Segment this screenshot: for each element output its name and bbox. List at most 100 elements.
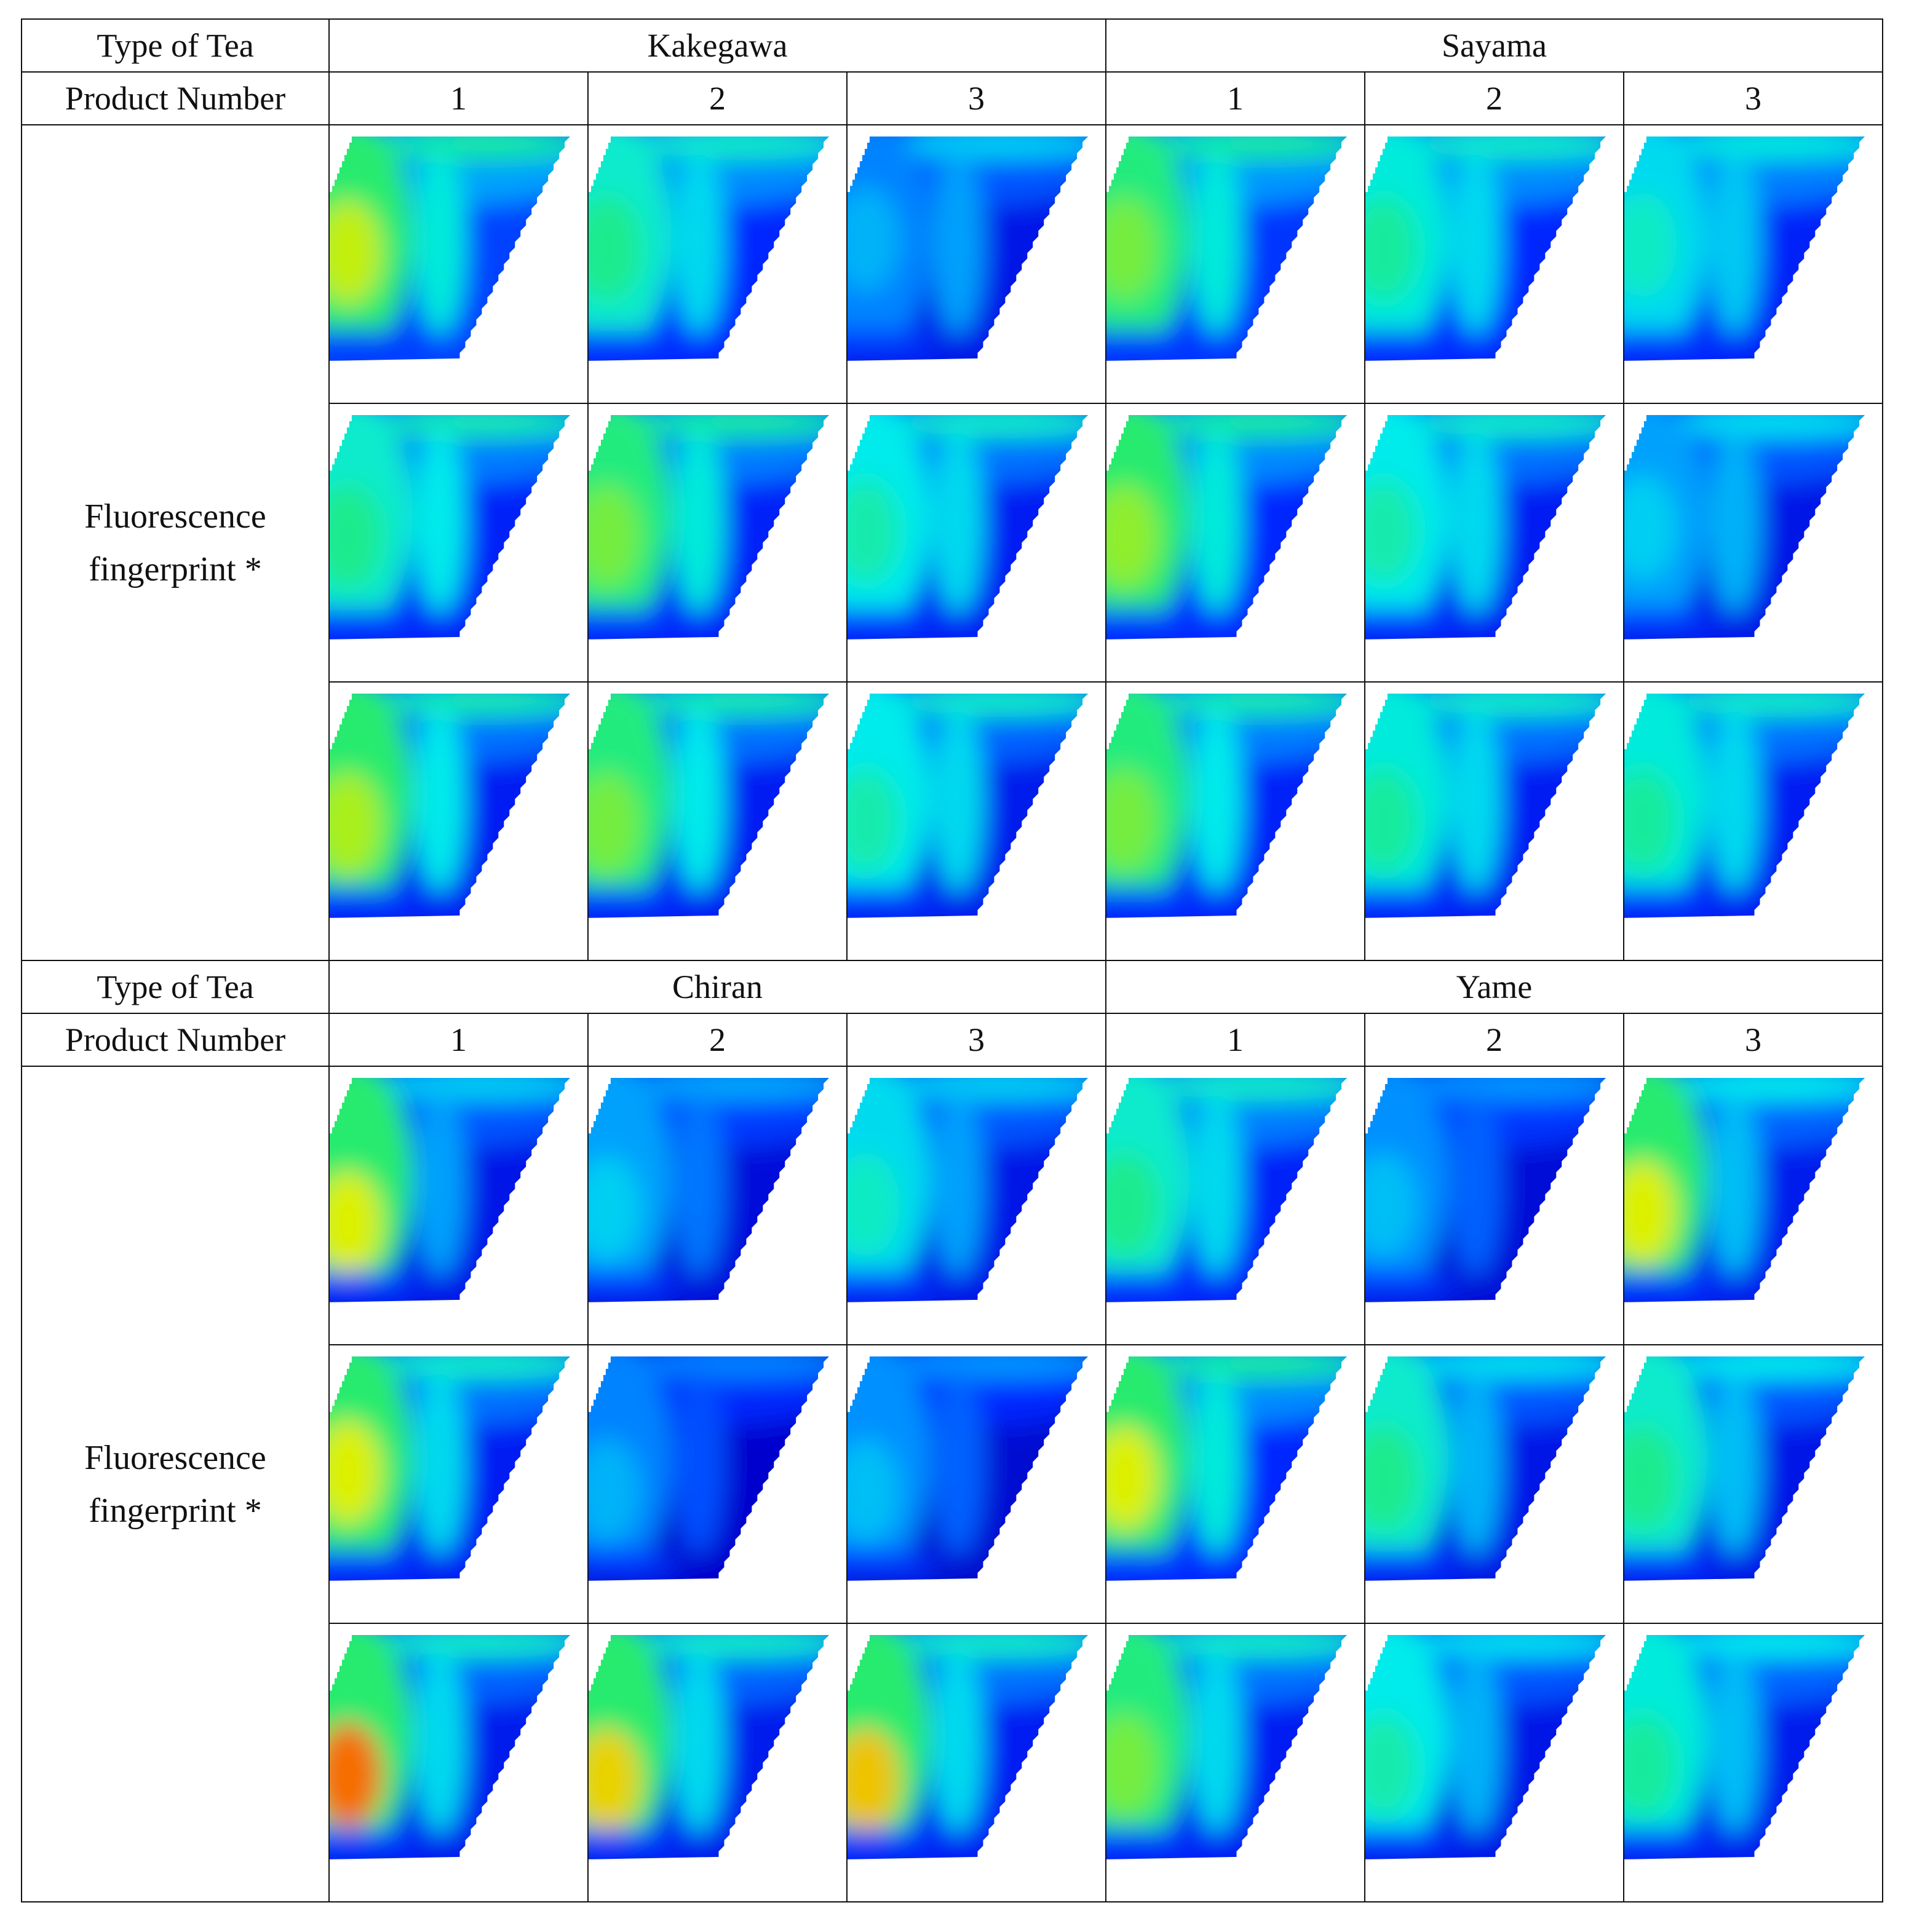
fingerprint-cell (846, 681, 1106, 961)
fingerprint-svg (1624, 694, 1865, 918)
fingerprint-svg (848, 415, 1089, 639)
fingerprint-plot (848, 404, 1105, 681)
fingerprint-heatmap (330, 694, 571, 918)
fingerprint-svg (1624, 137, 1865, 361)
fingerprint-cell (1623, 1344, 1883, 1624)
fingerprint-cell (1105, 1344, 1365, 1624)
fingerprint-cell (846, 1066, 1106, 1345)
fingerprint-heatmap (589, 415, 830, 639)
fingerprint-svg (589, 1356, 830, 1581)
fingerprint-cell (328, 1344, 589, 1624)
fingerprint-svg (589, 137, 830, 361)
fingerprint-cell (1364, 1066, 1624, 1345)
fingerprint-heatmap (848, 694, 1089, 918)
fingerprint-heatmap (1624, 1078, 1865, 1302)
fingerprint-plot (1624, 125, 1882, 403)
fingerprint-cell (587, 124, 848, 404)
fingerprint-plot (1624, 1067, 1882, 1344)
fingerprint-heatmap (848, 415, 1089, 639)
fingerprint-plot (1106, 1624, 1364, 1901)
fingerprint-plot (1106, 125, 1364, 403)
fingerprint-cell (328, 1623, 589, 1902)
fingerprint-heatmap (848, 1635, 1089, 1859)
fingerprint-plot (1365, 1624, 1623, 1901)
fingerprint-row (22, 403, 1883, 683)
fingerprint-heatmap (848, 1356, 1089, 1581)
fingerprint-row (22, 1623, 1883, 1902)
fingerprint-heatmap (330, 415, 571, 639)
fingerprint-heatmap (589, 137, 830, 361)
type-of-tea-label: Type of Tea (21, 18, 330, 73)
fingerprint-heatmap (330, 1635, 571, 1859)
fingerprint-svg (1365, 1356, 1606, 1581)
fingerprint-svg (1365, 1078, 1606, 1302)
fingerprint-cell (1364, 403, 1624, 683)
fingerprint-cell (328, 403, 589, 683)
fingerprint-plot (1365, 404, 1623, 681)
fingerprint-plot (848, 1624, 1105, 1901)
fingerprint-cell (1105, 1623, 1365, 1902)
fingerprint-plot (848, 683, 1105, 960)
fingerprint-heatmap (1365, 415, 1606, 639)
fingerprint-heatmap (1624, 1356, 1865, 1581)
fingerprint-plot (1365, 1345, 1623, 1623)
fingerprint-cell (1364, 124, 1624, 404)
fingerprint-cell (1105, 1066, 1365, 1345)
fingerprint-cell (587, 403, 848, 683)
fingerprint-heatmap (589, 694, 830, 918)
fingerprint-plot (1624, 1624, 1882, 1901)
fingerprint-cell (587, 1344, 848, 1624)
fingerprint-cell (1105, 681, 1365, 961)
fingerprint-svg (1624, 415, 1865, 639)
fingerprint-plot (589, 1067, 846, 1344)
fingerprint-svg (589, 1078, 830, 1302)
fingerprint-plot (589, 125, 846, 403)
fingerprint-plot (589, 1345, 846, 1623)
type-header-row: Type of Tea Kakegawa Sayama (21, 18, 1883, 73)
fingerprint-plot (1106, 1345, 1364, 1623)
fingerprint-heatmap (330, 1078, 571, 1302)
fingerprint-heatmap (1106, 1635, 1348, 1859)
type-header-row: Type of Tea Chiran Yame (21, 960, 1883, 1014)
fingerprint-cell (1623, 1066, 1883, 1345)
product-number: 3 (1623, 71, 1883, 125)
product-number-row: Product Number 1 2 3 1 2 3 (21, 71, 1883, 125)
fingerprint-cell (587, 681, 848, 961)
product-number: 2 (1364, 71, 1624, 125)
fingerprint-plot (1106, 1067, 1364, 1344)
fingerprint-row: Fluorescence fingerprint * (21, 1066, 1883, 1902)
product-number: 1 (1105, 1013, 1365, 1067)
fingerprint-svg (589, 415, 830, 639)
fingerprint-plot (1624, 1345, 1882, 1623)
fingerprint-cell (846, 1623, 1106, 1902)
fingerprint-svg (848, 1356, 1089, 1581)
fingerprint-cell (846, 1344, 1106, 1624)
fluorescence-fingerprint-table: Type of Tea Kakegawa Sayama Product Numb… (21, 18, 1883, 1902)
fingerprint-plot (589, 404, 846, 681)
fingerprint-plot (1365, 125, 1623, 403)
product-number-row: Product Number 1 2 3 1 2 3 (21, 1013, 1883, 1067)
type-of-tea-label: Type of Tea (21, 960, 330, 1014)
fingerprint-cell (1364, 1623, 1624, 1902)
fingerprint-heatmap (330, 1356, 571, 1581)
fingerprint-svg (589, 1635, 830, 1859)
fingerprint-plot (330, 404, 587, 681)
fingerprint-heatmap (589, 1078, 830, 1302)
fingerprint-cell (587, 1623, 848, 1902)
fingerprint-svg (1106, 1078, 1348, 1302)
fingerprint-plot (848, 1067, 1105, 1344)
fingerprint-plot (330, 1345, 587, 1623)
product-number: 1 (1105, 71, 1365, 125)
fingerprint-svg (1624, 1078, 1865, 1302)
product-number-label: Product Number (21, 1013, 330, 1067)
product-number: 1 (328, 1013, 589, 1067)
fingerprint-svg (330, 1356, 571, 1581)
fingerprint-heatmap (1106, 1356, 1348, 1581)
fingerprint-svg (848, 694, 1089, 918)
fingerprint-row: Fluorescence fingerprint * (21, 124, 1883, 961)
fingerprint-plot (589, 1624, 846, 1901)
fingerprint-cell (1364, 681, 1624, 961)
fingerprint-row (22, 681, 1883, 961)
fingerprint-plot (848, 1345, 1105, 1623)
fingerprint-heatmap (330, 137, 571, 361)
